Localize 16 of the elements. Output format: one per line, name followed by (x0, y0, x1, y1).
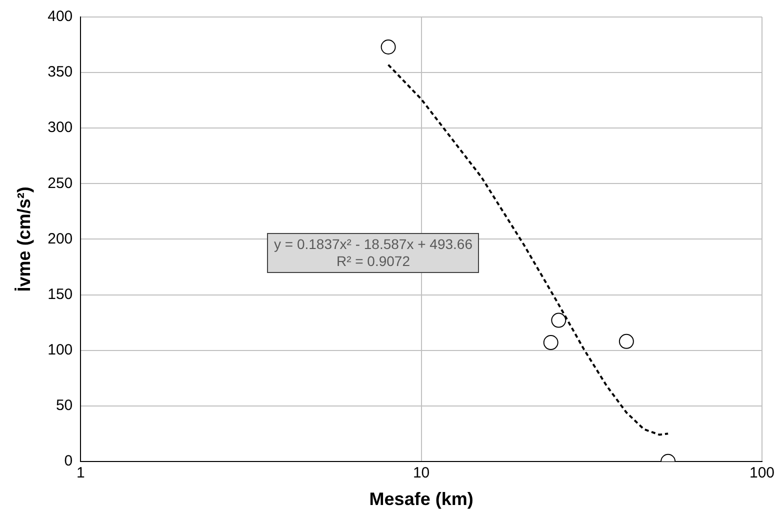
y-tick-label: 150 (48, 286, 73, 303)
y-tick-label: 200 (48, 230, 73, 248)
x-tick-label: 1 (76, 464, 85, 482)
y-tick-label: 250 (48, 174, 73, 192)
y-axis-title: İvme (cm/s²) (14, 186, 34, 292)
y-tick-label: 400 (48, 8, 73, 26)
y-tick-label: 100 (48, 341, 73, 358)
y-tick-label: 50 (56, 396, 73, 414)
annotation: R² = 0.9072 (335, 253, 412, 270)
y-tick-label: 0 (64, 452, 73, 470)
x-axis-title: Mesafe (km) (369, 489, 474, 510)
y-tick-label: 350 (48, 64, 73, 81)
annotation: y = 0.1837x² - 18.587x + 493.66 (274, 236, 472, 253)
x-tick-label: 10 (412, 464, 430, 482)
y-tick-label: 300 (48, 119, 73, 136)
x-tick-label: 100 (749, 464, 775, 482)
